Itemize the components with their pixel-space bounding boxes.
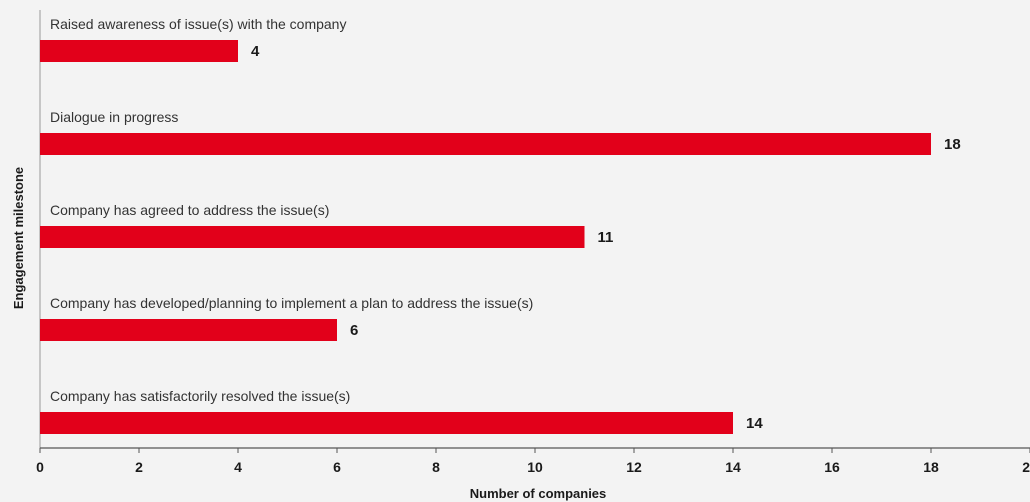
x-tick-label: 6 xyxy=(333,459,341,475)
category-label: Dialogue in progress xyxy=(50,109,178,125)
value-label: 11 xyxy=(598,229,614,246)
x-axis-title: Number of companies xyxy=(470,486,607,501)
category-label: Company has agreed to address the issue(… xyxy=(50,202,329,218)
value-label: 6 xyxy=(350,322,358,339)
x-tick-label: 12 xyxy=(626,459,642,475)
category-label: Raised awareness of issue(s) with the co… xyxy=(50,16,346,32)
bar xyxy=(40,226,585,248)
x-tick-label: 20 xyxy=(1022,459,1030,475)
y-axis-title: Engagement milestone xyxy=(11,167,26,309)
category-label: Company has satisfactorily resolved the … xyxy=(50,388,350,404)
value-label: 18 xyxy=(944,136,961,153)
x-ticks-group: 0 2 4 6 8 10 12 14 16 18 20 xyxy=(36,448,1030,475)
x-tick-label: 2 xyxy=(135,459,143,475)
bar xyxy=(40,412,733,434)
x-tick-label: 8 xyxy=(432,459,440,475)
category-label: Company has developed/planning to implem… xyxy=(50,295,533,311)
value-label: 4 xyxy=(251,43,260,60)
value-label: 14 xyxy=(746,415,763,432)
bars-group: Raised awareness of issue(s) with the co… xyxy=(40,16,961,434)
bar xyxy=(40,133,931,155)
x-tick-label: 14 xyxy=(725,459,741,475)
x-tick-label: 10 xyxy=(527,459,543,475)
x-tick-label: 4 xyxy=(234,459,242,475)
bar xyxy=(40,319,337,341)
x-tick-label: 18 xyxy=(923,459,939,475)
x-tick-label: 0 xyxy=(36,459,44,475)
x-tick-label: 16 xyxy=(824,459,840,475)
bar xyxy=(40,40,238,62)
